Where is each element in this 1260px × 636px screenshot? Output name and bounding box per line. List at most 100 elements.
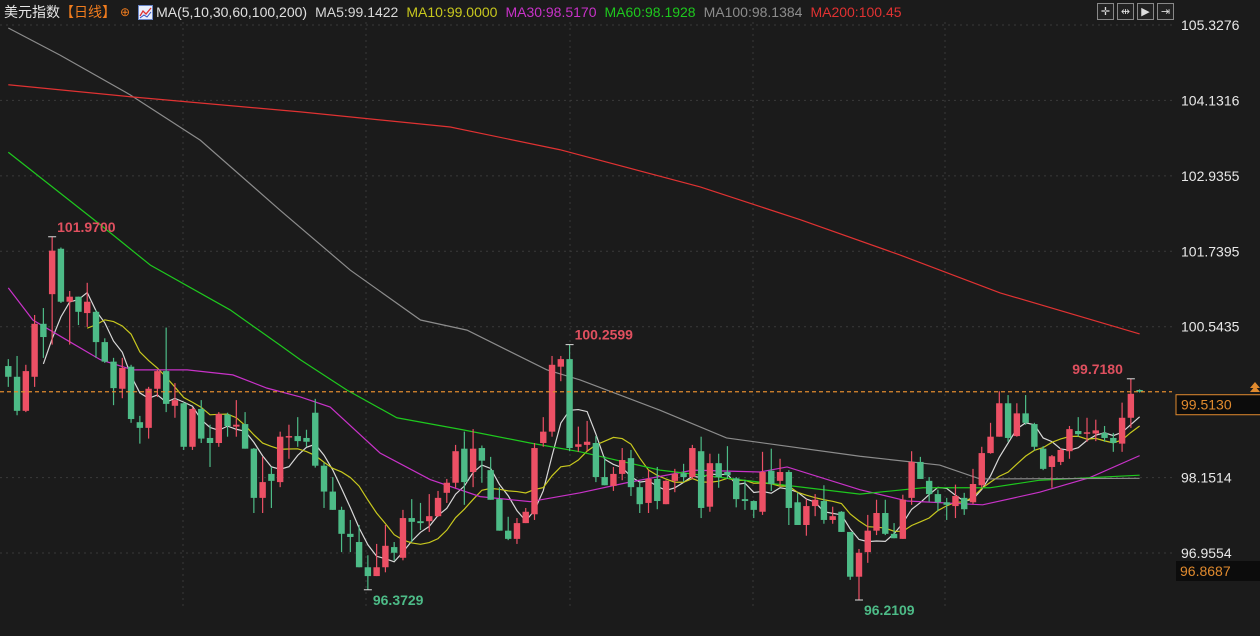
candle-body <box>504 530 512 539</box>
candle-body <box>785 472 793 508</box>
candle-body <box>794 502 801 525</box>
candle-body <box>469 448 477 473</box>
candle <box>601 456 608 486</box>
candle-body <box>303 437 310 442</box>
candle <box>583 420 591 452</box>
ma-line-ma60 <box>7 151 1140 495</box>
candle <box>645 470 652 514</box>
candle-body <box>110 361 117 389</box>
candle-body <box>426 516 433 522</box>
candle <box>566 344 573 452</box>
candle-body <box>390 547 398 553</box>
range-icon[interactable]: ⇹ <box>1117 3 1134 20</box>
candle-body <box>268 473 275 481</box>
candle-body <box>908 461 915 498</box>
candle <box>531 443 538 520</box>
play-icon[interactable]: ▶ <box>1137 3 1154 20</box>
candle <box>768 448 775 491</box>
candle <box>838 511 845 532</box>
candle <box>434 490 442 517</box>
candle-body <box>566 359 573 449</box>
candle <box>233 400 240 437</box>
candle-body <box>1127 393 1135 418</box>
candle-body <box>1013 413 1021 437</box>
candle <box>504 516 512 541</box>
candle-body <box>531 448 538 515</box>
candle-body <box>724 472 731 476</box>
candle <box>592 436 600 483</box>
ma-params[interactable]: MA(5,10,30,60,100,200) <box>156 4 308 20</box>
candle <box>1083 417 1091 442</box>
exit-icon[interactable]: ⇥ <box>1157 3 1174 20</box>
candle-body <box>934 494 942 503</box>
candle <box>715 453 722 488</box>
candle <box>469 429 477 488</box>
candle <box>215 412 222 447</box>
candle <box>925 477 933 502</box>
candle <box>145 386 152 439</box>
candle-body <box>215 413 222 444</box>
chart-toolbar: ✛ ⇹ ▶ ⇥ <box>1097 3 1174 20</box>
candle <box>276 431 284 488</box>
candle-body <box>1110 437 1117 444</box>
ma-indicator-icon[interactable] <box>138 4 154 20</box>
candle <box>671 468 679 493</box>
annotations: 101.9700 100.2599 99.7180 96.3729 96.2109 <box>48 219 1135 618</box>
ma-line-ma100 <box>8 27 1140 480</box>
y-tick-label: 104.1316 <box>1181 92 1240 108</box>
candle <box>575 426 582 452</box>
extreme-label: 101.9700 <box>57 219 116 235</box>
chart-header: 美元指数 【日线】 ⊕ MA(5,10,30,60,100,200) MA5:9… <box>4 2 910 22</box>
candle-body <box>1004 403 1012 438</box>
candle-body <box>864 530 871 553</box>
candle-body <box>943 502 950 505</box>
candle <box>136 415 144 444</box>
candle-body <box>522 511 529 524</box>
add-circle-icon[interactable]: ⊕ <box>120 5 131 19</box>
y-tick-label: 101.7395 <box>1181 243 1240 259</box>
y-tick-label: 105.3276 <box>1181 17 1240 33</box>
candle-body <box>355 542 363 568</box>
ma-line-ma30 <box>7 287 1140 506</box>
candle <box>417 502 424 531</box>
candle-body <box>347 533 354 537</box>
candle-body <box>706 463 714 507</box>
candle-body <box>233 424 240 427</box>
candle-body <box>829 516 836 520</box>
candle <box>610 466 617 491</box>
period-selector[interactable]: 【日线】 <box>60 4 116 20</box>
candle-body <box>689 448 696 478</box>
candle-body <box>952 495 959 507</box>
candle <box>478 445 486 483</box>
candle-body <box>66 296 73 302</box>
candle <box>522 507 529 524</box>
y-axis: 105.3276 104.1316 102.9355 101.7395 100.5435… <box>1175 17 1260 581</box>
candle-body <box>57 248 65 302</box>
candle-body <box>92 311 100 343</box>
candle-body <box>996 403 1003 437</box>
candle <box>303 429 310 447</box>
instrument-title: 美元指数 <box>4 4 60 20</box>
candle <box>873 499 880 536</box>
crosshair-icon[interactable]: ✛ <box>1097 3 1114 20</box>
bottom-marker-label: 96.8687 <box>1180 563 1231 579</box>
candle <box>496 487 503 531</box>
candle <box>224 412 231 437</box>
candle-body <box>101 342 108 362</box>
candle-body <box>259 482 266 498</box>
candle <box>294 417 301 447</box>
candle <box>785 470 793 525</box>
candle <box>987 422 994 454</box>
candle-body <box>1092 430 1099 434</box>
y-tick-label: 102.9355 <box>1181 168 1240 184</box>
candle <box>198 400 205 444</box>
candle <box>347 519 354 553</box>
candle <box>855 548 863 600</box>
candle-body <box>759 472 766 512</box>
candle <box>57 247 65 303</box>
candle-body <box>162 371 170 404</box>
candle <box>697 436 705 519</box>
candle <box>268 466 275 508</box>
candle-body <box>75 296 82 312</box>
